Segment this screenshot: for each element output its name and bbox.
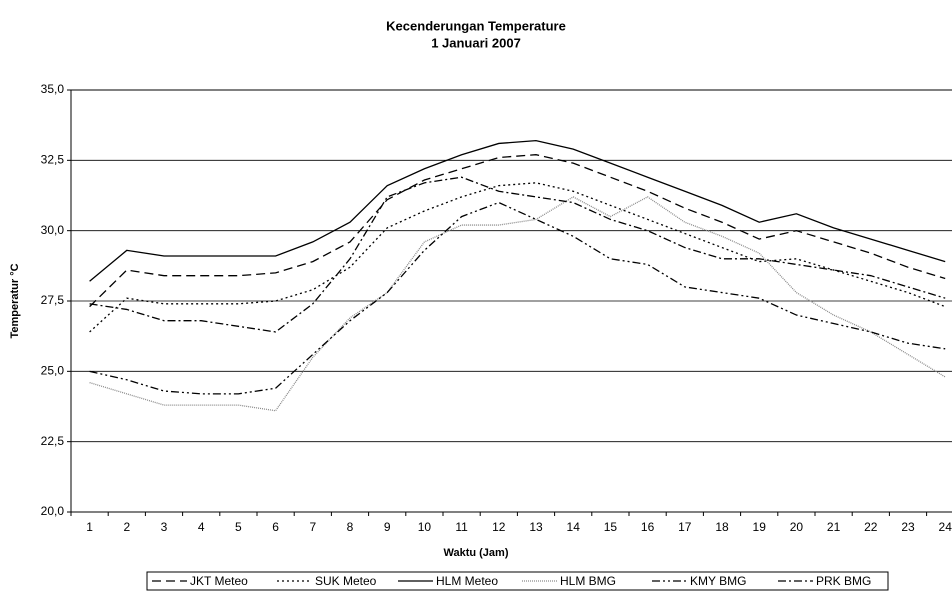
x-tick-label: 9 (384, 520, 391, 534)
x-tick-label: 1 (86, 520, 93, 534)
x-tick-label: 22 (864, 520, 878, 534)
series-line (89, 201, 946, 395)
y-tick-label: 25,0 (41, 364, 65, 378)
y-axis-title: Temperatur °C (9, 263, 21, 338)
legend-label: HLM Meteo (436, 574, 498, 588)
x-tick-label: 16 (641, 520, 655, 534)
x-tick-label: 12 (492, 520, 506, 534)
x-tick-label: 11 (455, 520, 468, 534)
x-tick-label: 20 (790, 520, 804, 534)
y-tick-label: 22,5 (41, 434, 65, 448)
x-tick-label: 21 (827, 520, 841, 534)
x-tick-label: 24 (939, 520, 952, 534)
x-tick-label: 15 (604, 520, 618, 534)
x-tick-label: 5 (235, 520, 242, 534)
x-tick-label: 10 (418, 520, 432, 534)
x-tick-label: 23 (901, 520, 915, 534)
y-tick-label: 35,0 (41, 82, 65, 96)
series-line (89, 182, 946, 333)
x-tick-label: 17 (678, 520, 692, 534)
x-tick-label: 2 (123, 520, 130, 534)
x-tick-label: 18 (715, 520, 729, 534)
series-line (89, 139, 946, 282)
legend-label: HLM BMG (560, 574, 616, 588)
series-line (89, 176, 946, 333)
y-tick-label: 30,0 (41, 223, 65, 237)
x-tick-label: 4 (198, 520, 205, 534)
x-tick-label: 7 (309, 520, 316, 534)
x-tick-label: 3 (161, 520, 168, 534)
x-tick-label: 19 (753, 520, 767, 534)
legend-label: PRK BMG (816, 574, 871, 588)
x-tick-label: 14 (567, 520, 581, 534)
legend: JKT Meteo SUK Meteo HLM Meteo HLM BMG KMY BM… (146, 571, 889, 591)
x-axis-title: Waktu (Jam) (444, 547, 509, 559)
legend-label: SUK Meteo (315, 574, 377, 588)
y-tick-label: 32,5 (41, 153, 65, 167)
x-tick-label: 6 (272, 520, 279, 534)
y-tick-label: 27,5 (41, 293, 65, 307)
legend-label: JKT Meteo (190, 574, 248, 588)
series-line (89, 154, 946, 308)
x-tick-label: 13 (529, 520, 543, 534)
y-tick-label: 20,0 (41, 504, 65, 518)
legend-label: KMY BMG (690, 574, 746, 588)
chart-subtitle: 1 Januari 2007 (431, 35, 521, 50)
chart-title: Kecenderungan Temperature (386, 18, 566, 33)
x-tick-label: 8 (347, 520, 354, 534)
legend-box (146, 571, 889, 591)
